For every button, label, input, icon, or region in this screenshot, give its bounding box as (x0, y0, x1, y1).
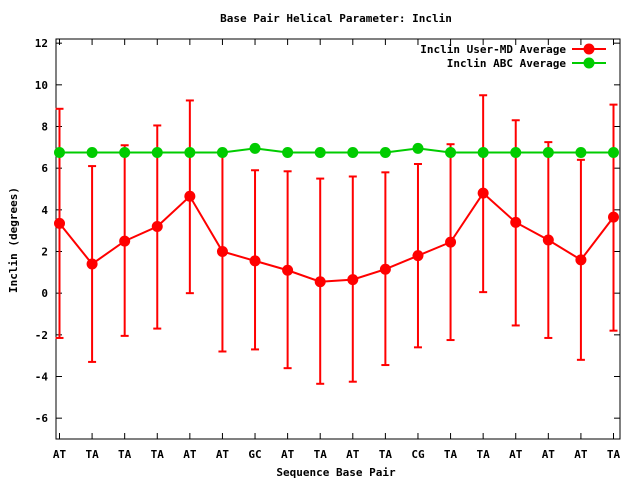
series-1 (54, 94, 619, 385)
y-tick-label: 8 (41, 121, 48, 134)
x-tick-label: TA (85, 448, 99, 461)
data-point (347, 147, 359, 159)
data-point (608, 211, 619, 223)
x-tick-label: AT (509, 448, 523, 461)
data-point (151, 147, 163, 159)
data-point (445, 236, 457, 248)
plot-frame (55, 38, 621, 440)
x-tick-label: TA (444, 448, 458, 461)
axes-layer: -6 -4 -2 0 2 4 6 8 10 12 AT TA TA TA AT AT GC AT TA AT TA CG T… (35, 37, 621, 461)
y-tick-label: 0 (41, 287, 48, 300)
x-tick-label: TA (477, 448, 491, 461)
data-point (542, 234, 554, 246)
x-tick-label: TA (118, 448, 132, 461)
x-tick-label: AT (53, 448, 67, 461)
x-tick-label: AT (216, 448, 230, 461)
x-tick-label: CG (411, 448, 425, 461)
x-tick-label: TA (151, 448, 165, 461)
x-tick-label: AT (281, 448, 295, 461)
data-point (510, 147, 522, 159)
data-point (575, 254, 587, 266)
data-point (445, 147, 457, 159)
y-axis-label: Inclin (degrees) (7, 187, 20, 293)
chart-title: Base Pair Helical Parameter: Inclin (220, 12, 452, 25)
data-point (412, 142, 424, 154)
x-tick-label: AT (346, 448, 360, 461)
data-point (314, 147, 326, 159)
data-point (86, 258, 98, 270)
data-point (119, 147, 131, 159)
data-point (119, 235, 131, 247)
data-point (216, 246, 228, 257)
data-point (282, 147, 294, 159)
y-tick-label: -4 (35, 371, 49, 384)
x-tick-label: TA (314, 448, 328, 461)
x-axis-label: Sequence Base Pair (276, 466, 396, 479)
data-point (216, 147, 228, 159)
y-tick-label: 4 (41, 204, 48, 217)
y-tick-label: 10 (35, 79, 48, 92)
data-point (510, 216, 522, 228)
data-point (54, 217, 65, 229)
y-tick-label: 2 (41, 246, 48, 259)
data-point (379, 263, 391, 275)
data-point (542, 147, 554, 159)
data-point (347, 274, 359, 286)
y-tick-label: -6 (35, 412, 49, 425)
series-line (58, 191, 615, 283)
legend-label: Inclin User-MD Average (420, 43, 566, 56)
legend-marker (583, 43, 595, 55)
data-point (86, 147, 98, 159)
data-point (575, 147, 587, 159)
y-tick-label: 6 (41, 162, 48, 175)
legend-label: Inclin ABC Average (447, 57, 567, 70)
data-point (477, 147, 489, 159)
data-point (54, 147, 65, 159)
data-point (477, 187, 489, 199)
data-point (184, 147, 196, 159)
data-point (608, 147, 619, 159)
x-tick-label: TA (379, 448, 393, 461)
data-layer (54, 94, 619, 385)
data-point (412, 250, 424, 262)
y-tick-label: 12 (35, 37, 48, 50)
series-line (59, 147, 614, 154)
legend-marker (583, 57, 595, 69)
data-point (282, 264, 294, 276)
x-tick-label: AT (542, 448, 556, 461)
data-point (379, 147, 391, 159)
x-tick-label: AT (574, 448, 588, 461)
x-tick-label: AT (183, 448, 197, 461)
data-point (314, 276, 326, 288)
x-tick-label: GC (248, 448, 261, 461)
series-2 (54, 142, 619, 159)
x-tick-label: TA (607, 448, 621, 461)
data-point (249, 255, 261, 267)
data-point (249, 142, 261, 154)
y-tick-label: -2 (35, 329, 48, 342)
data-point (184, 190, 196, 202)
data-point (151, 221, 163, 232)
